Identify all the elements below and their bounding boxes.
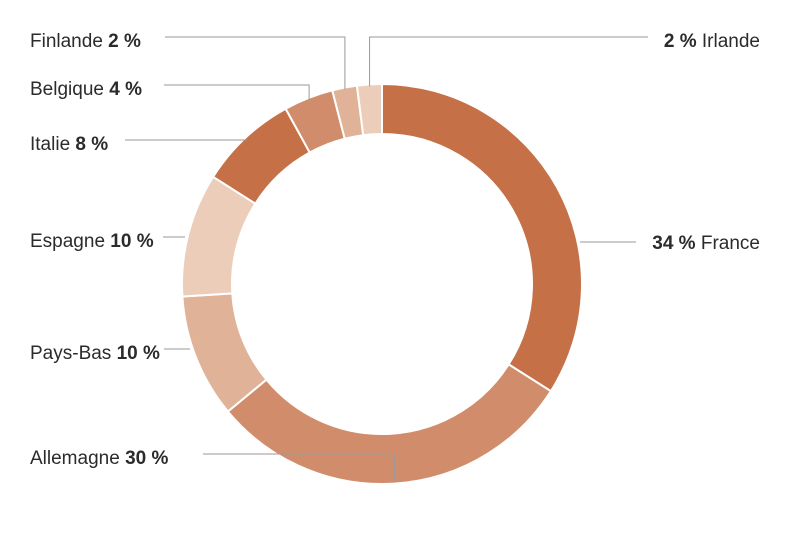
leader-lines <box>125 36 648 482</box>
slice-label-irlande: 2 % Irlande <box>664 31 760 52</box>
leader-line-allemagne <box>203 453 395 482</box>
slice-label-italie: Italie 8 % <box>30 134 108 155</box>
slice-label-pays-bas: Pays-Bas 10 % <box>30 343 160 364</box>
slice-label-finlande: Finlande 2 % <box>30 31 141 52</box>
slice-allemagne <box>226 362 553 485</box>
slice-france <box>381 82 583 393</box>
slice-irlande <box>355 82 383 137</box>
slice-label-allemagne: Allemagne 30 % <box>30 448 168 469</box>
leader-line-irlande <box>369 36 648 87</box>
slice-label-belgique: Belgique 4 % <box>30 79 142 100</box>
leader-line-finlande <box>165 36 346 90</box>
slice-label-espagne: Espagne 10 % <box>30 231 154 252</box>
slice-labels: 34 % France Allemagne 30 % Pays-Bas 10 % Es… <box>30 31 760 469</box>
slice-label-france: 34 % France <box>652 233 760 254</box>
leader-line-belgique <box>164 84 310 100</box>
donut-slices <box>181 82 583 485</box>
